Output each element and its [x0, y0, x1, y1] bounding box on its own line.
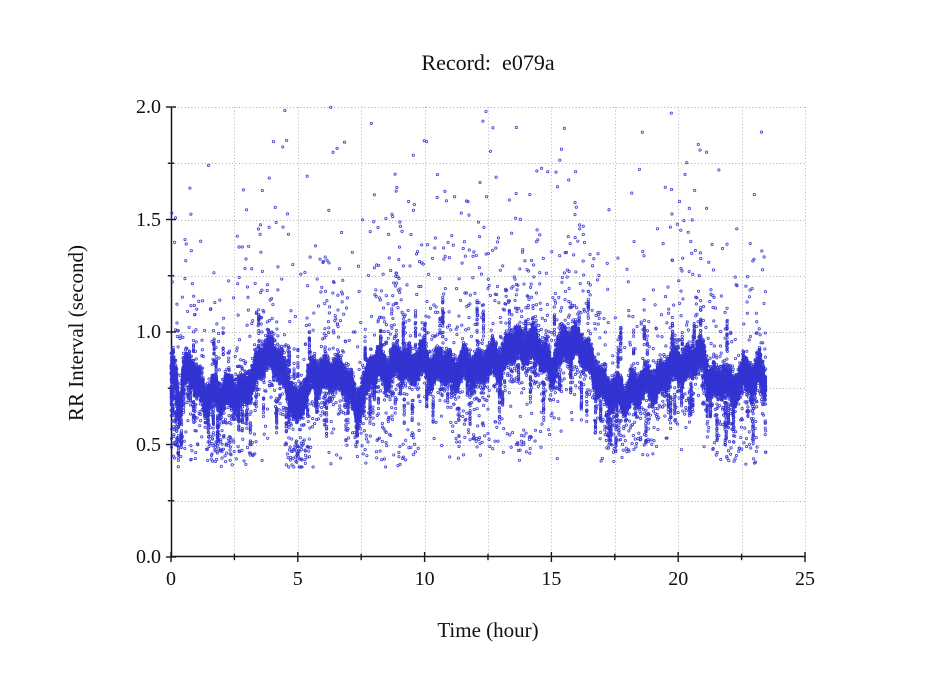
scatter-plot-canvas [159, 95, 817, 569]
x-tick-label: 25 [795, 568, 815, 590]
x-tick-label: 5 [292, 568, 303, 590]
x-tick-label: 0 [166, 568, 176, 590]
y-tick-label: 0.0 [136, 546, 161, 568]
y-tick-label: 1.5 [136, 208, 161, 231]
x-tick-label: 15 [541, 568, 562, 590]
chart-title: Record: e079a [421, 50, 555, 75]
x-tick-label: 20 [668, 568, 689, 590]
y-tick-label: 0.5 [136, 433, 161, 456]
x-tick-label: 10 [414, 568, 435, 590]
x-axis-label: Time (hour) [437, 618, 539, 642]
y-tick-label: 2.0 [136, 96, 161, 118]
y-axis-label: RR Interval (second) [64, 244, 88, 422]
y-tick-label: 1.0 [136, 321, 161, 343]
